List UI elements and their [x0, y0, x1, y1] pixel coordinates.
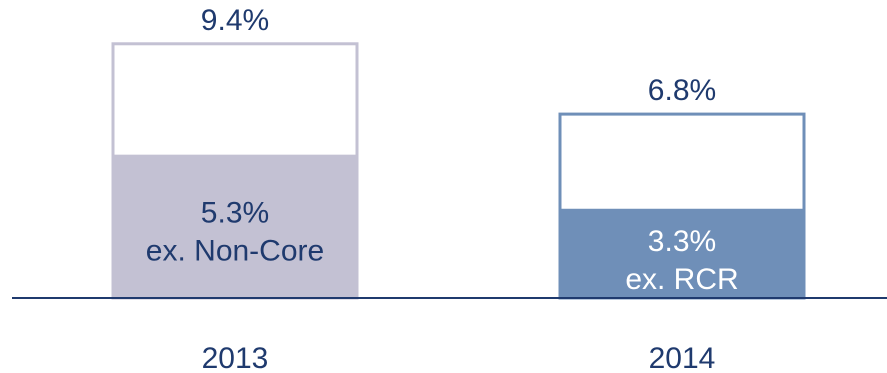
- bar-inner-sublabel-2013: ex. Non-Core: [146, 235, 324, 268]
- bar-inner-2014: [558, 208, 806, 298]
- bar-total-label-2013: 9.4%: [201, 4, 269, 37]
- bar-inner-sublabel-2014: ex. RCR: [625, 263, 738, 296]
- bar-inner-label-2014: 3.3%: [648, 225, 716, 258]
- bar-inner-label-2013: 5.3%: [201, 197, 269, 230]
- bars-group: [111, 42, 806, 300]
- x-tick-label-2013: 2013: [202, 342, 269, 373]
- bar-inner-2013: [111, 154, 359, 298]
- bar-total-label-2014: 6.8%: [648, 74, 716, 107]
- x-tick-label-2014: 2014: [649, 342, 716, 373]
- labels-group: 9.4% 5.3% ex. Non-Core 2013 6.8% 3.3% ex. RCR 2…: [146, 4, 739, 373]
